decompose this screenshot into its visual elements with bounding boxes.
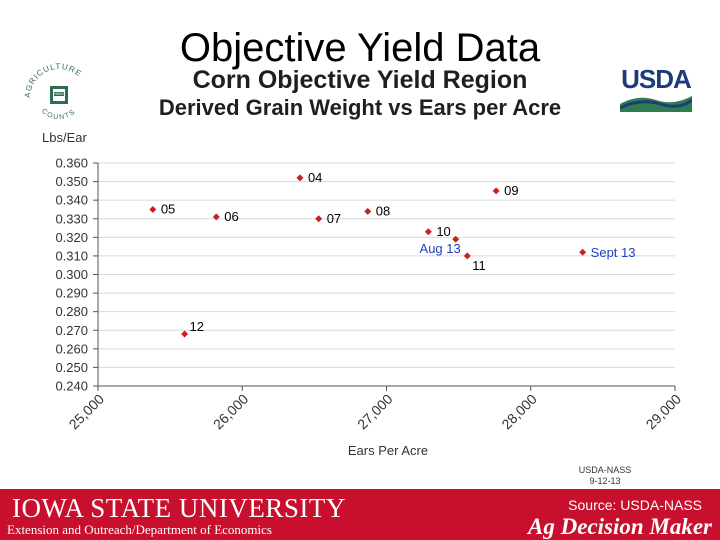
footer-bar	[0, 489, 720, 540]
x-tick-label: 26,000	[210, 391, 252, 433]
university-name: IOWA STATE UNIVERSITY	[12, 493, 346, 523]
x-tick-label: 27,000	[354, 391, 396, 433]
data-point-marker	[452, 235, 460, 243]
y-tick-label: 0.300	[55, 267, 88, 282]
data-point-label: Aug 13	[420, 241, 461, 256]
data-point-label: 09	[504, 183, 518, 198]
y-tick-label: 0.330	[55, 211, 88, 226]
department-name: Extension and Outreach/Department of Eco…	[7, 522, 272, 537]
y-tick-label: 0.350	[55, 174, 88, 189]
y-tick-label: 0.270	[55, 323, 88, 338]
data-point-marker	[492, 187, 500, 195]
data-point-marker	[181, 330, 189, 338]
x-tick-label: 28,000	[498, 391, 540, 433]
y-tick-label: 0.280	[55, 304, 88, 319]
nass-stamp-line2: 9-12-13	[589, 476, 621, 486]
data-point-marker	[149, 205, 157, 213]
nass-stamp-line1: USDA-NASS	[578, 465, 632, 475]
scatter-chart: Lbs/Ear 0.360 0.350 0.340 0.330 0.320 0.310 0.…	[42, 130, 685, 458]
source-note: Source: USDA-NASS	[568, 497, 702, 513]
data-point-marker	[212, 213, 220, 221]
y-tick-label: 0.290	[55, 286, 88, 301]
data-point-marker	[296, 174, 304, 182]
data-point-marker	[315, 215, 323, 223]
y-tick-label: 0.340	[55, 193, 88, 208]
chart-subtitle: Derived Grain Weight vs Ears per Acre	[158, 95, 562, 120]
data-point-label: Sept 13	[591, 245, 636, 260]
ag-decision-maker-brand: Ag Decision Maker	[528, 514, 712, 539]
y-axis-label: Lbs/Ear	[42, 130, 87, 145]
data-point-marker	[364, 207, 372, 215]
agriculture-counts-logo: AGRICULTURE COUNTS NASS	[20, 58, 98, 128]
data-point-marker	[463, 252, 471, 260]
chart-title: Corn Objective Yield Region	[192, 66, 528, 94]
x-tick-label: 29,000	[643, 391, 685, 433]
usda-logo: USDA	[620, 64, 692, 112]
y-tick-label: 0.240	[55, 379, 88, 394]
data-point-marker	[424, 228, 432, 236]
data-point-label: 06	[224, 209, 238, 224]
data-point-label: 05	[161, 201, 175, 216]
data-point-label: 07	[327, 211, 341, 226]
data-point-label: 04	[308, 170, 322, 185]
y-tick-label: 0.310	[55, 248, 88, 263]
x-tick-label: 25,000	[66, 391, 108, 433]
data-point-label: 12	[190, 319, 204, 334]
y-tick-label: 0.320	[55, 230, 88, 245]
x-axis-label: Ears Per Acre	[348, 443, 428, 458]
nass-date-stamp: USDA-NASS 9-12-13	[570, 465, 640, 487]
data-point-label: 10	[436, 224, 450, 239]
y-tick-label: 0.360	[55, 156, 88, 171]
ag-logo-nass: NASS	[54, 92, 64, 96]
slide-title: Objective Yield Data	[179, 26, 541, 70]
data-point-label: 08	[376, 203, 390, 218]
data-point-marker	[579, 248, 587, 256]
data-point-label: 11	[472, 258, 486, 273]
y-tick-label: 0.260	[55, 341, 88, 356]
usda-logo-text: USDA	[621, 64, 692, 94]
y-tick-label: 0.250	[55, 360, 88, 375]
